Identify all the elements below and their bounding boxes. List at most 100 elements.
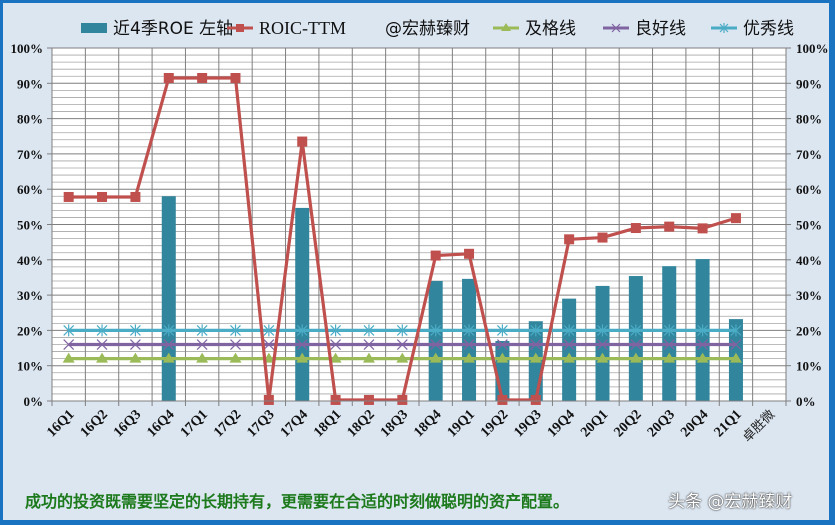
y-axis-right-labels: 0% 10% 20% 30% 40% 50% 60% 70% 80% 90% 100% <box>796 41 829 409</box>
combo-chart: 近4季ROE 左轴 ROIC-TTM @宏赫臻财 及格线 良好线 优秀线 0% 10% 20%… <box>11 18 829 445</box>
x-marker <box>530 339 542 350</box>
asterisk-marker <box>597 324 608 337</box>
triangle-marker <box>729 352 742 363</box>
y2-tick-label: 40% <box>796 253 822 268</box>
x-marker <box>330 339 342 350</box>
asterisk-marker <box>663 324 675 337</box>
legend-label: 近4季ROE 左轴 <box>113 19 233 39</box>
asterisk-marker <box>496 324 508 337</box>
x-tick-label: 17Q3 <box>245 407 278 440</box>
x-tick-label: 18Q2 <box>345 407 378 440</box>
asterisk-marker <box>129 324 141 337</box>
legend-x-marker <box>611 23 621 33</box>
triangle-marker <box>563 352 576 363</box>
x-tick-label: 20Q4 <box>678 407 711 440</box>
square-marker <box>497 394 508 405</box>
square-marker <box>530 394 541 405</box>
asterisk-marker <box>530 324 542 337</box>
roe-bar <box>428 280 443 401</box>
square-marker <box>363 394 374 405</box>
triangle-marker <box>429 352 442 363</box>
legend-swatch-bar <box>81 23 107 33</box>
square-marker <box>263 394 274 405</box>
watermark: 头条 @宏赫臻财 <box>668 492 793 512</box>
series-优秀线 <box>63 324 742 337</box>
asterisk-marker <box>163 324 175 337</box>
y-tick-label: 80% <box>17 112 43 127</box>
triangle-marker <box>629 352 642 363</box>
x-marker <box>663 339 675 350</box>
y2-tick-label: 70% <box>796 147 822 162</box>
y2-tick-label: 80% <box>796 112 822 127</box>
triangle-marker <box>696 352 709 363</box>
x-tick-label: 16Q2 <box>78 407 111 440</box>
x-marker <box>196 339 208 350</box>
square-marker <box>230 73 241 84</box>
triangle-marker <box>329 352 342 363</box>
roe-bar <box>161 196 176 401</box>
x-marker <box>430 339 442 350</box>
legend-triangle-marker <box>501 23 511 31</box>
legend-label: 优秀线 <box>743 19 794 39</box>
legend: 近4季ROE 左轴 ROIC-TTM @宏赫臻财 及格线 良好线 优秀线 <box>81 18 794 39</box>
square-marker <box>97 191 108 202</box>
y-tick-label: 30% <box>17 288 43 303</box>
chart-frame: 近4季ROE 左轴 ROIC-TTM @宏赫臻财 及格线 良好线 优秀线 0% 10% 20%… <box>3 3 829 520</box>
x-marker <box>96 339 108 350</box>
triangle-marker <box>663 352 676 363</box>
square-marker <box>397 394 408 405</box>
square-marker <box>464 248 475 259</box>
asterisk-marker <box>630 324 642 337</box>
legend-square-marker <box>236 24 244 32</box>
asterisk-marker <box>430 324 442 337</box>
square-marker <box>163 73 174 84</box>
square-marker <box>664 221 675 232</box>
y-tick-label: 60% <box>17 182 43 197</box>
asterisk-marker <box>330 324 342 337</box>
y2-tick-label: 10% <box>796 359 822 374</box>
x-marker <box>363 339 375 350</box>
y-tick-label: 10% <box>17 359 43 374</box>
triangle-marker <box>496 352 509 363</box>
asterisk-marker <box>263 324 275 337</box>
square-marker <box>697 223 708 234</box>
x-tick-label: 20Q3 <box>645 407 678 440</box>
y2-tick-label: 20% <box>796 323 822 338</box>
roe-bar <box>562 298 577 401</box>
square-marker <box>130 191 141 202</box>
x-tick-label: 卓胜微 <box>740 407 778 445</box>
roe-bar <box>628 276 643 401</box>
series-ROIC-TTM <box>63 73 741 405</box>
triangle-marker <box>162 352 175 363</box>
x-tick-label: 18Q4 <box>411 407 444 440</box>
triangle-marker <box>196 352 209 363</box>
y2-tick-label: 50% <box>796 218 822 233</box>
roe-bar <box>462 278 477 401</box>
y2-tick-label: 100% <box>796 41 829 56</box>
x-marker <box>129 339 141 350</box>
asterisk-marker <box>296 324 308 337</box>
y-tick-label: 90% <box>17 76 43 91</box>
square-marker <box>330 394 341 405</box>
asterisk-marker <box>63 324 75 337</box>
y2-tick-label: 30% <box>796 288 822 303</box>
x-tick-label: 17Q2 <box>211 407 244 440</box>
x-marker <box>296 339 308 350</box>
triangle-marker <box>129 352 142 363</box>
asterisk-marker <box>196 324 208 337</box>
footer-caption: 成功的投资既需要坚定的长期持有，更需要在合适的时刻做聪明的资产配置。 <box>25 492 570 511</box>
legend-label: ROIC-TTM <box>259 18 346 38</box>
y-tick-label: 40% <box>17 253 43 268</box>
x-marker <box>463 339 475 350</box>
square-marker <box>630 223 641 234</box>
square-marker <box>297 136 308 147</box>
y2-tick-label: 90% <box>796 76 822 91</box>
x-marker <box>697 339 709 350</box>
x-tick-label: 19Q4 <box>545 407 578 440</box>
legend-label: 良好线 <box>635 19 686 39</box>
y-tick-label: 20% <box>17 323 43 338</box>
x-marker <box>163 339 175 350</box>
legend-asterisk-marker <box>719 23 729 33</box>
x-tick-label: 18Q3 <box>378 407 411 440</box>
y-tick-label: 50% <box>17 218 43 233</box>
